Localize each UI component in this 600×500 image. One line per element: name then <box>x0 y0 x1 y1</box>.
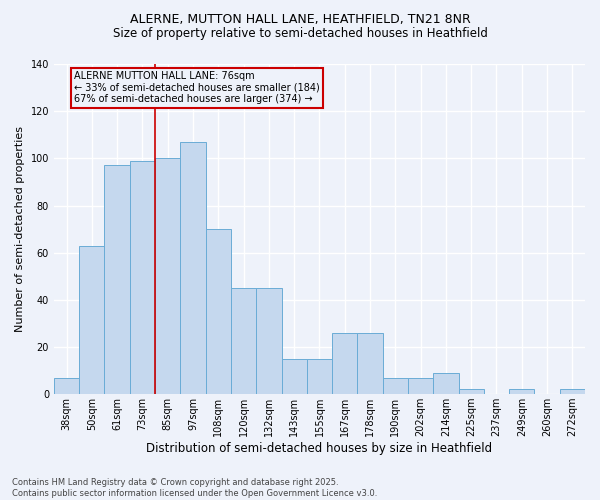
Bar <box>383 378 408 394</box>
Bar <box>155 158 181 394</box>
Text: Size of property relative to semi-detached houses in Heathfield: Size of property relative to semi-detach… <box>113 28 487 40</box>
Bar <box>256 288 281 394</box>
Bar <box>79 246 104 394</box>
Bar <box>307 359 332 394</box>
Bar <box>433 373 458 394</box>
Bar <box>358 333 383 394</box>
Bar <box>130 160 155 394</box>
Text: Contains HM Land Registry data © Crown copyright and database right 2025.
Contai: Contains HM Land Registry data © Crown c… <box>12 478 377 498</box>
Bar <box>104 166 130 394</box>
X-axis label: Distribution of semi-detached houses by size in Heathfield: Distribution of semi-detached houses by … <box>146 442 493 455</box>
Bar <box>509 390 535 394</box>
Bar <box>54 378 79 394</box>
Bar <box>231 288 256 394</box>
Bar <box>408 378 433 394</box>
Bar <box>458 390 484 394</box>
Bar <box>560 390 585 394</box>
Bar <box>332 333 358 394</box>
Bar <box>281 359 307 394</box>
Text: ALERNE, MUTTON HALL LANE, HEATHFIELD, TN21 8NR: ALERNE, MUTTON HALL LANE, HEATHFIELD, TN… <box>130 12 470 26</box>
Y-axis label: Number of semi-detached properties: Number of semi-detached properties <box>15 126 25 332</box>
Bar <box>181 142 206 394</box>
Bar <box>206 229 231 394</box>
Text: ALERNE MUTTON HALL LANE: 76sqm
← 33% of semi-detached houses are smaller (184)
6: ALERNE MUTTON HALL LANE: 76sqm ← 33% of … <box>74 71 320 104</box>
